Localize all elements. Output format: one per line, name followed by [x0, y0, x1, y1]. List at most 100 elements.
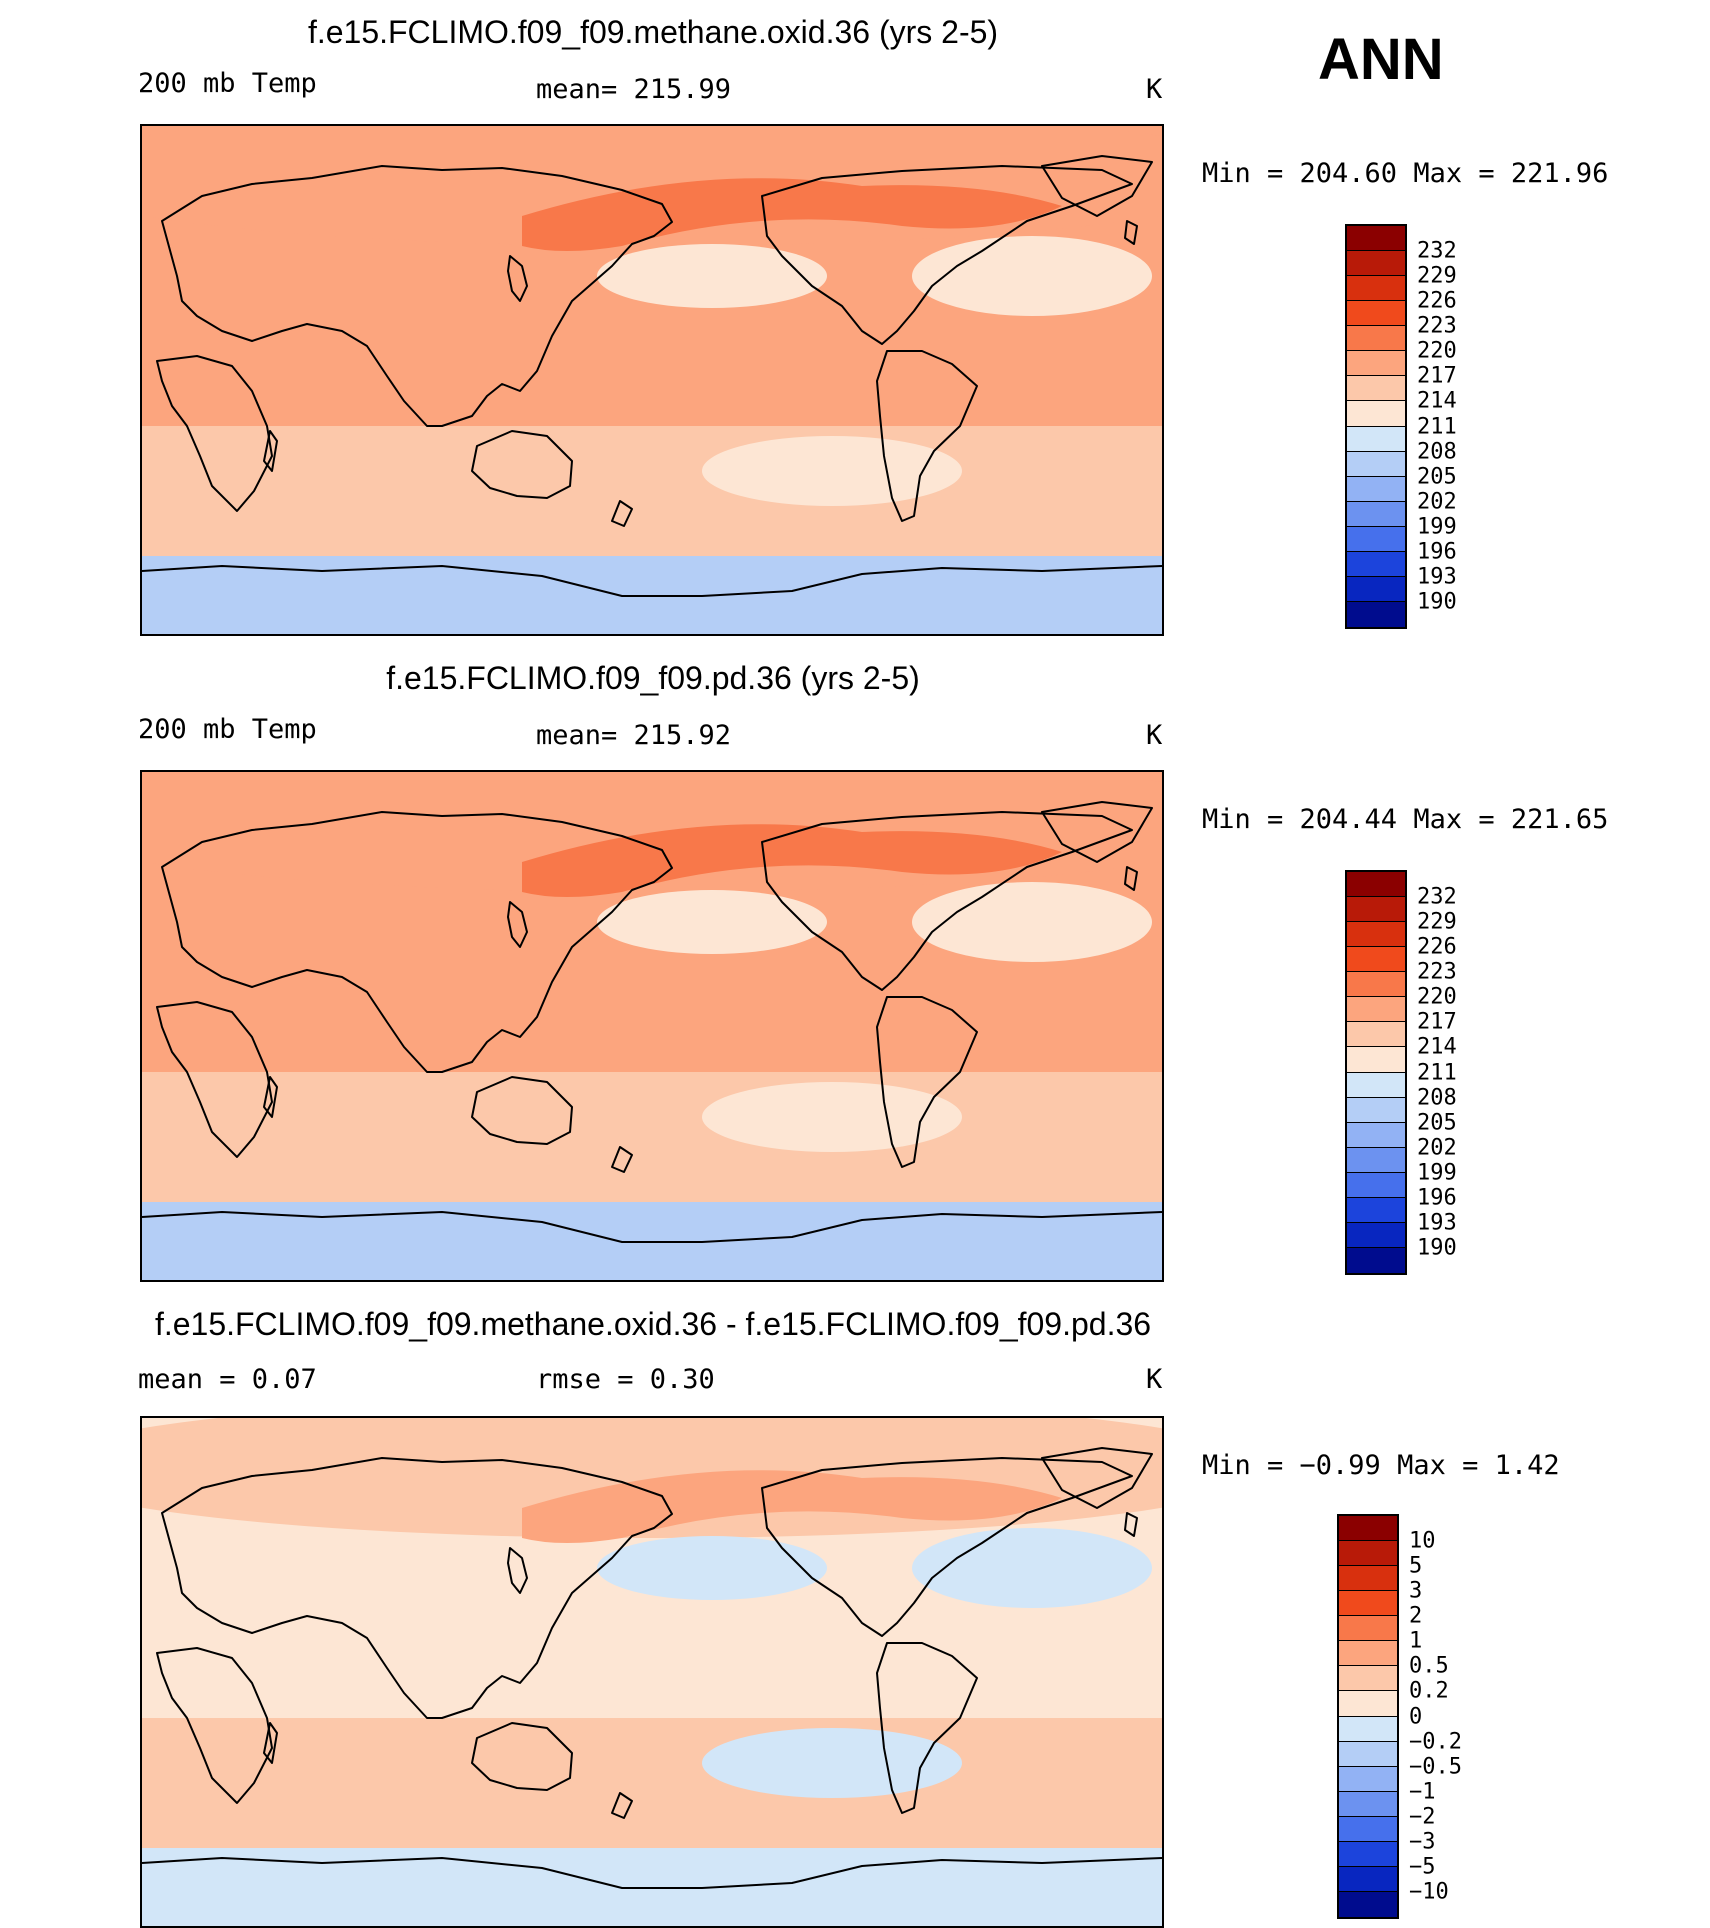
map-field — [142, 126, 1162, 634]
coastline — [507, 1547, 528, 1594]
colorbar-swatch — [1339, 1516, 1397, 1542]
colorbar-swatch — [1339, 1616, 1397, 1642]
colorbar-swatch — [1347, 1122, 1405, 1148]
panel-3-minmax: Min = −0.99 Max = 1.42 — [1202, 1450, 1560, 1481]
colorbar-swatch — [1339, 1891, 1397, 1917]
panel-3-mean: mean = 0.07 — [138, 1364, 317, 1395]
colorbar-label: 0.2 — [1409, 1678, 1449, 1704]
coastline — [471, 430, 573, 499]
colorbar-label: 211 — [1417, 1060, 1457, 1085]
panel-2-mean: mean= 215.92 — [536, 720, 732, 751]
colorbar-swatch — [1339, 1741, 1397, 1767]
colorbar-label: 217 — [1417, 1009, 1457, 1035]
colorbar-label: 232 — [1417, 884, 1457, 910]
panel-1-variable: 200 mb Temp — [138, 68, 317, 99]
coastline — [876, 996, 978, 1168]
colorbar-label: 226 — [1417, 934, 1457, 960]
colorbar-label: 205 — [1417, 464, 1457, 490]
coastline — [1041, 155, 1153, 217]
colorbar-label: −10 — [1409, 1879, 1449, 1905]
colorbar-label: 3 — [1409, 1578, 1423, 1604]
colorbar-swatch — [1347, 551, 1405, 577]
colorbar-swatch — [1347, 276, 1405, 302]
coastline — [507, 901, 528, 948]
colorbar-label: 229 — [1417, 263, 1457, 289]
coastline — [761, 165, 1133, 345]
colorbar-label: 196 — [1417, 1185, 1457, 1211]
coastline — [1041, 801, 1153, 863]
colorbar-label: −5 — [1409, 1854, 1436, 1880]
coastline — [761, 811, 1133, 991]
coastline — [156, 1647, 273, 1804]
colorbar-swatch — [1339, 1841, 1397, 1867]
colorbar-label: 0 — [1409, 1704, 1423, 1729]
colorbar-label: 190 — [1417, 589, 1457, 615]
colorbar-swatch — [1347, 1072, 1405, 1098]
panel-3-rmse: rmse = 0.30 — [536, 1364, 715, 1395]
colorbar-swatch — [1347, 922, 1405, 948]
panel-2-colorbar — [1345, 870, 1407, 1275]
colorbar-swatch — [1339, 1591, 1397, 1617]
panel-2-minmax: Min = 204.44 Max = 221.65 — [1202, 804, 1609, 835]
panel-2-title: f.e15.FCLIMO.f09_f09.pd.36 (yrs 2-5) — [386, 660, 920, 696]
colorbar-swatch — [1339, 1566, 1397, 1592]
colorbar-swatch — [1347, 997, 1405, 1023]
colorbar-swatch — [1347, 401, 1405, 427]
colorbar-label: 208 — [1417, 1085, 1457, 1111]
panel-1-mean: mean= 215.99 — [536, 74, 732, 105]
colorbar-label: 223 — [1417, 313, 1457, 339]
coastline — [471, 1076, 573, 1145]
coastline — [263, 1076, 278, 1118]
colorbar-label: 214 — [1417, 388, 1457, 414]
colorbar-label: 223 — [1417, 959, 1457, 985]
colorbar-label: 202 — [1417, 1135, 1457, 1161]
colorbar-swatch — [1347, 1247, 1405, 1273]
colorbar-swatch — [1347, 1147, 1405, 1173]
colorbar-label: 1 — [1409, 1628, 1423, 1654]
colorbar-label: 226 — [1417, 288, 1457, 314]
colorbar-swatch — [1339, 1791, 1397, 1817]
colorbar-label: −1 — [1409, 1779, 1436, 1805]
colorbar-swatch — [1339, 1541, 1397, 1567]
season-label: ANN — [1318, 27, 1444, 92]
colorbar-swatch — [1339, 1866, 1397, 1892]
colorbar-swatch — [1339, 1691, 1397, 1717]
coastline — [611, 1146, 633, 1173]
colorbar-swatch — [1347, 872, 1405, 898]
colorbar-label: 208 — [1417, 439, 1457, 465]
colorbar-swatch — [1347, 501, 1405, 527]
coastline — [1124, 220, 1138, 245]
coastline — [161, 1457, 673, 1719]
panel-1-colorbar — [1345, 224, 1407, 629]
colorbar-swatch — [1347, 972, 1405, 998]
colorbar-label: 199 — [1417, 1160, 1457, 1186]
coastline — [761, 1457, 1133, 1637]
colorbar-label: 10 — [1409, 1528, 1436, 1554]
colorbar-swatch — [1347, 376, 1405, 402]
colorbar-swatch — [1339, 1716, 1397, 1742]
colorbar-swatch — [1339, 1666, 1397, 1692]
colorbar-label: 202 — [1417, 489, 1457, 515]
colorbar-swatch — [1347, 1022, 1405, 1048]
coastline — [263, 430, 278, 472]
map-field — [142, 1418, 1162, 1926]
colorbar-swatch — [1347, 1097, 1405, 1123]
colorbar-label: 217 — [1417, 363, 1457, 389]
colorbar-swatch — [1339, 1766, 1397, 1792]
coastline — [471, 1722, 573, 1791]
coastline — [611, 1792, 633, 1819]
coastline — [876, 350, 978, 522]
coastline — [156, 1001, 273, 1158]
coastline — [507, 255, 528, 302]
panel-1-title: f.e15.FCLIMO.f09_f09.methane.oxid.36 (yr… — [307, 14, 999, 50]
colorbar-swatch — [1347, 947, 1405, 973]
colorbar-label: −2 — [1409, 1804, 1436, 1830]
colorbar-label: 2 — [1409, 1603, 1423, 1629]
colorbar-swatch — [1347, 526, 1405, 552]
panel-1-map — [140, 124, 1164, 636]
coastline — [142, 1857, 1162, 1889]
panel-2-variable: 200 mb Temp — [138, 714, 317, 745]
coastline — [1124, 866, 1138, 891]
colorbar-swatch — [1339, 1641, 1397, 1667]
colorbar-label: 211 — [1417, 414, 1457, 439]
